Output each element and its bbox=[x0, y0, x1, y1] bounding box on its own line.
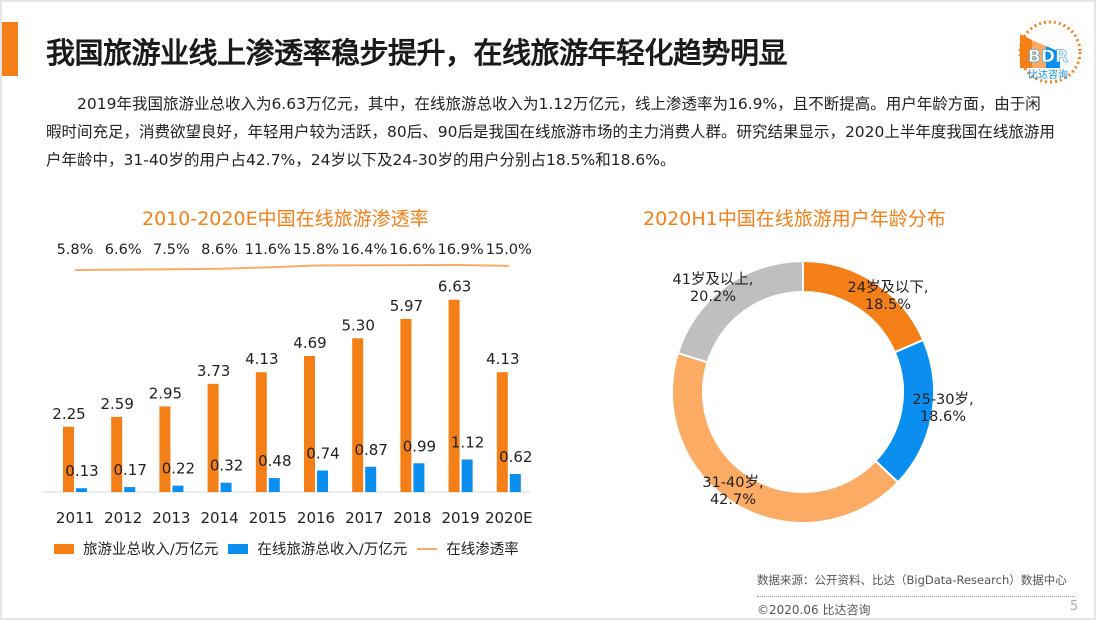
bar-online-2020E bbox=[509, 474, 521, 492]
label-tourism-2013: 2.95 bbox=[149, 384, 182, 402]
intro-paragraph: 2019年我国旅游业总收入为6.63万亿元，其中，在线旅游总收入为1.12万亿元… bbox=[46, 95, 1055, 169]
slice-label-0: 24岁及以下, bbox=[847, 279, 928, 296]
legend-label-tourism: 旅游业总收入/万亿元 bbox=[83, 542, 219, 558]
bar-online-2014 bbox=[220, 482, 232, 492]
legend-swatch-online bbox=[228, 543, 249, 554]
logo-subtext: 比达咨询 bbox=[1028, 68, 1068, 81]
bar-tourism-2013 bbox=[159, 406, 171, 492]
slice-value-3: 20.2% bbox=[690, 289, 736, 305]
page-number: 5 bbox=[1070, 599, 1079, 614]
label-tourism-2016: 4.69 bbox=[293, 334, 326, 352]
x-tick-2016: 2016 bbox=[297, 509, 335, 527]
bar-tourism-2011 bbox=[63, 426, 74, 492]
label-penetration-2020E: 15.0% bbox=[486, 242, 532, 258]
label-tourism-2020E: 4.13 bbox=[486, 350, 519, 368]
bar-online-2011 bbox=[76, 488, 87, 492]
bar-tourism-2018 bbox=[400, 318, 412, 492]
label-penetration-2017: 16.4% bbox=[341, 242, 387, 258]
bar-chart-title: 2010-2020E中国在线旅游渗透率 bbox=[142, 208, 429, 230]
data-source: 数据来源：公开资料、比达（BigData-Research）数据中心 bbox=[757, 573, 1067, 587]
label-penetration-2016: 15.8% bbox=[293, 242, 339, 258]
x-tick-2018: 2018 bbox=[393, 509, 431, 527]
bar-chart-legend: 旅游业总收入/万亿元 在线旅游总收入/万亿元 在线渗透率 bbox=[54, 538, 519, 559]
label-penetration-2015: 11.6% bbox=[245, 242, 291, 258]
legend-label-online: 在线旅游总收入/万亿元 bbox=[257, 542, 408, 558]
label-tourism-2019: 6.63 bbox=[438, 278, 471, 296]
slice-3 bbox=[676, 259, 804, 364]
label-tourism-2012: 2.59 bbox=[100, 395, 133, 413]
bar-online-2013 bbox=[172, 485, 184, 492]
label-online-2018: 0.99 bbox=[403, 437, 436, 455]
label-penetration-2012: 6.6% bbox=[105, 242, 142, 258]
x-tick-2019: 2019 bbox=[442, 509, 480, 527]
label-penetration-2013: 7.5% bbox=[153, 242, 190, 258]
bar-tourism-2015 bbox=[255, 372, 267, 492]
label-online-2012: 0.17 bbox=[113, 461, 146, 479]
label-penetration-2019: 16.9% bbox=[438, 242, 484, 258]
label-online-2017: 0.87 bbox=[354, 441, 387, 459]
label-penetration-2018: 16.6% bbox=[389, 242, 435, 258]
label-tourism-2014: 3.73 bbox=[197, 362, 230, 380]
label-penetration-2014: 8.6% bbox=[201, 242, 238, 258]
legend-swatch-penetration bbox=[417, 547, 438, 550]
slice-label-3: 41岁及以上, bbox=[672, 271, 753, 288]
bar-online-2018 bbox=[413, 463, 425, 492]
slice-label-1: 25-30岁, bbox=[912, 391, 973, 408]
label-tourism-2015: 4.13 bbox=[245, 350, 278, 368]
bar-tourism-2014 bbox=[207, 383, 219, 492]
copyright: ©2020.06 比达咨询 bbox=[757, 603, 871, 617]
label-tourism-2011: 2.25 bbox=[52, 405, 85, 423]
x-tick-2011: 2011 bbox=[56, 509, 94, 527]
slice-label-2: 31-40岁, bbox=[702, 474, 763, 491]
bar-tourism-2016 bbox=[304, 355, 315, 492]
label-online-2019: 1.12 bbox=[451, 434, 484, 452]
label-online-2014: 0.32 bbox=[210, 457, 243, 475]
slice-value-2: 42.7% bbox=[710, 492, 756, 508]
x-tick-2020E: 2020E bbox=[485, 509, 533, 527]
donut-chart-title: 2020H1中国在线旅游用户年龄分布 bbox=[643, 208, 946, 230]
label-tourism-2018: 5.97 bbox=[390, 297, 423, 315]
bar-chart: 2.25 0.13 2011 5.8% 2.59 0.17 2012 6.6% 2.95 0.22… bbox=[44, 242, 533, 527]
title-accent-bar bbox=[2, 22, 18, 76]
x-tick-2012: 2012 bbox=[104, 509, 142, 527]
bar-tourism-2017 bbox=[352, 338, 364, 492]
bar-online-2016 bbox=[317, 470, 328, 492]
label-online-2015: 0.48 bbox=[258, 452, 291, 470]
bar-online-2012 bbox=[124, 487, 136, 492]
logo-text: BDR bbox=[1028, 47, 1068, 67]
penetration-line bbox=[74, 264, 509, 271]
label-online-2013: 0.22 bbox=[162, 460, 195, 478]
x-tick-2014: 2014 bbox=[201, 509, 239, 527]
footer-divider bbox=[757, 596, 1075, 597]
slice-value-0: 18.5% bbox=[865, 297, 911, 313]
bar-tourism-2019 bbox=[448, 299, 460, 492]
x-tick-2015: 2015 bbox=[249, 509, 287, 527]
slice-2 bbox=[671, 351, 900, 524]
label-online-2011: 0.13 bbox=[65, 462, 98, 480]
label-online-2016: 0.74 bbox=[306, 445, 339, 463]
x-tick-2017: 2017 bbox=[345, 509, 383, 527]
page-title: 我国旅游业线上渗透率稳步提升，在线旅游年轻化趋势明显 bbox=[46, 36, 788, 70]
legend-label-penetration: 在线渗透率 bbox=[446, 542, 519, 558]
label-tourism-2017: 5.30 bbox=[341, 316, 374, 334]
label-penetration-2011: 5.8% bbox=[57, 242, 94, 258]
bar-tourism-2012 bbox=[111, 416, 123, 492]
bar-online-2017 bbox=[365, 466, 377, 492]
x-tick-2013: 2013 bbox=[152, 509, 190, 527]
bar-online-2019 bbox=[461, 459, 473, 492]
slice-value-1: 18.6% bbox=[920, 409, 966, 425]
bar-online-2015 bbox=[268, 478, 280, 492]
label-online-2020E: 0.62 bbox=[499, 448, 532, 466]
legend-swatch-tourism bbox=[54, 543, 74, 554]
bdr-logo: BDR 比达咨询 bbox=[1018, 20, 1082, 84]
bar-tourism-2020E bbox=[496, 372, 508, 492]
donut-chart: 24岁及以下,18.5% 25-30岁,18.6% 31-40岁,42.7% 41岁及… bbox=[671, 259, 974, 524]
